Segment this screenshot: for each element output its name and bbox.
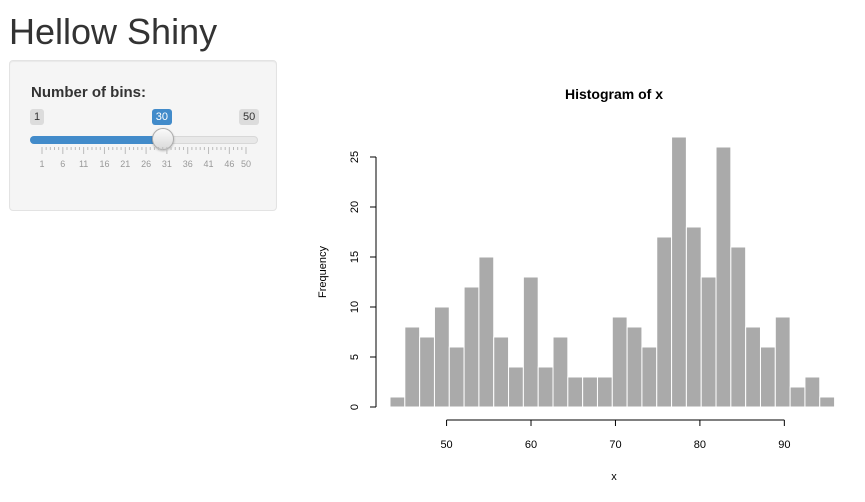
y-tick-label: 15	[349, 251, 361, 263]
slider-tick-label: 41	[204, 159, 214, 169]
histogram-bar	[508, 366, 524, 408]
histogram-bar	[493, 336, 510, 408]
x-tick-label: 60	[525, 439, 537, 451]
slider-tick-label: 6	[60, 159, 65, 169]
slider-min-label: 1	[30, 109, 45, 125]
histogram-bar	[759, 346, 776, 408]
x-axis: 50 60 70 80 90	[440, 419, 790, 451]
x-tick-label: 90	[778, 439, 790, 451]
histogram-bar	[611, 316, 628, 408]
histogram-bar	[419, 336, 435, 408]
histogram-bar	[448, 346, 465, 408]
y-axis-label: Frequency	[317, 246, 329, 298]
histogram-bar	[819, 396, 836, 408]
histogram-bar	[582, 376, 598, 408]
histogram-bar	[730, 246, 747, 408]
histogram-bar	[745, 326, 761, 408]
y-tick-label: 20	[349, 201, 361, 213]
histogram-bar	[433, 306, 450, 408]
app-title: Hellow Shiny	[9, 11, 218, 52]
slider-tick-label: 1	[39, 159, 44, 169]
histogram-plot: Histogram of x 50 60 70 80 90 0 5 10 15 20 25 x F…	[317, 86, 836, 483]
histogram-bar	[522, 276, 539, 408]
histogram-bar	[715, 146, 732, 408]
plot-title: Histogram of x	[565, 86, 663, 102]
slider-tick-label: 11	[79, 159, 88, 169]
sidebar-panel: Number of bins: 1 50 30 1 6 11 16 21 26 31 36 41…	[9, 60, 277, 211]
slider-ticks: 1 6 11 16 21 26 31 36 41 46 50	[39, 147, 251, 169]
histogram-bar	[804, 376, 821, 408]
histogram-bar	[789, 386, 806, 408]
histogram-bar	[552, 336, 569, 408]
histogram-bar	[656, 236, 673, 408]
histogram-bar	[478, 256, 495, 408]
x-tick-label: 70	[609, 439, 621, 451]
slider-tick-label: 46	[224, 159, 234, 169]
slider-max-label: 50	[239, 109, 260, 125]
histogram-bar	[404, 326, 421, 408]
histogram-bar	[685, 226, 702, 408]
histogram-bar	[389, 396, 406, 408]
histogram-bar	[671, 136, 687, 408]
slider-tick-label: 31	[162, 159, 172, 169]
x-axis-label: x	[611, 471, 617, 483]
histogram-bar	[700, 276, 717, 408]
slider-tick-label: 50	[241, 159, 251, 169]
slider-tick-label: 26	[141, 159, 151, 169]
y-axis: 0 5 10 15 20 25	[349, 151, 377, 410]
x-tick-label: 50	[440, 439, 452, 451]
y-tick-label: 0	[349, 404, 361, 410]
slider-value-label: 30	[151, 109, 172, 125]
slider-tick-label: 16	[99, 159, 109, 169]
histogram-bar	[641, 346, 658, 408]
histogram-bar	[596, 376, 613, 408]
y-tick-label: 10	[349, 301, 361, 313]
histogram-bar	[463, 286, 480, 408]
y-tick-label: 5	[349, 354, 361, 360]
histogram-bar	[567, 376, 584, 408]
slider-fill	[30, 136, 163, 144]
bins-slider-label: Number of bins:	[31, 84, 146, 101]
slider-tick-label: 21	[120, 159, 130, 169]
y-tick-label: 25	[349, 151, 361, 163]
histogram-bar	[626, 326, 643, 408]
histogram-bar	[774, 316, 791, 408]
histogram-bar	[537, 366, 554, 408]
slider-tick-label: 36	[183, 159, 193, 169]
x-tick-label: 80	[694, 439, 706, 451]
